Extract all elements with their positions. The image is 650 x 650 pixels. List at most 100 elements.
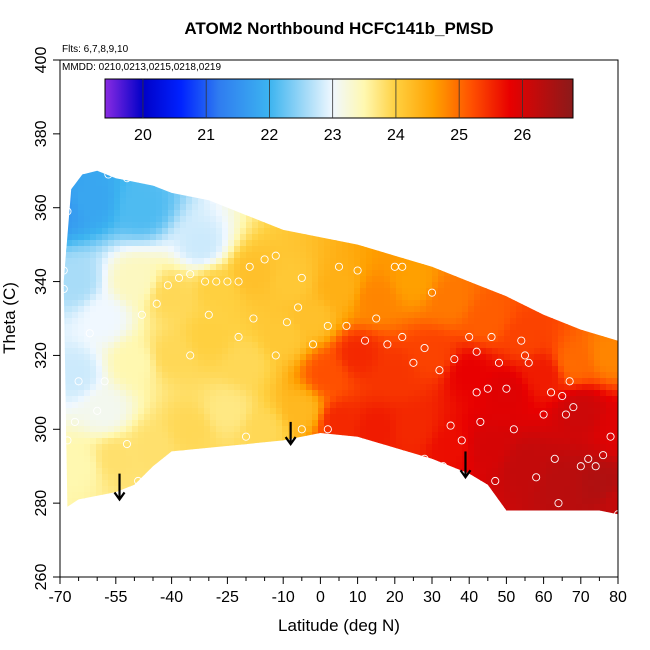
field-cell <box>216 360 223 367</box>
field-cell <box>288 144 295 151</box>
field-cell <box>240 170 247 175</box>
field-cell <box>348 222 355 229</box>
field-cell <box>354 474 361 481</box>
field-cell <box>78 246 85 253</box>
field-cell <box>342 546 349 553</box>
field-cell <box>348 312 355 319</box>
field-cell <box>138 462 145 469</box>
field-cell <box>78 510 85 515</box>
field-cell <box>138 348 145 355</box>
field-cell <box>90 474 97 481</box>
field-cell <box>126 144 133 151</box>
field-cell <box>114 228 121 235</box>
field-cell <box>114 324 121 331</box>
field-cell <box>402 240 409 247</box>
field-cell <box>126 294 133 301</box>
field-cell <box>294 570 301 577</box>
field-cell <box>162 570 169 577</box>
field-cell <box>78 300 85 307</box>
field-cell <box>63 330 67 337</box>
field-cell <box>324 318 331 325</box>
field-cell <box>402 66 409 73</box>
field-cell <box>294 552 301 559</box>
field-cell <box>384 240 391 247</box>
field-cell <box>288 162 295 169</box>
field-cell <box>378 186 385 193</box>
field-cell <box>162 336 169 343</box>
field-cell <box>390 294 397 301</box>
field-cell <box>264 354 271 361</box>
field-cell <box>270 552 277 559</box>
field-cell <box>210 438 217 445</box>
field-cell <box>132 270 139 277</box>
field-cell <box>360 486 367 493</box>
field-cell <box>312 258 319 265</box>
field-cell <box>66 564 73 571</box>
field-cell <box>120 330 127 337</box>
field-cell <box>108 162 115 169</box>
field-cell <box>96 270 103 277</box>
field-cell <box>63 486 67 493</box>
field-cell <box>72 432 79 439</box>
field-cell <box>324 366 331 373</box>
field-cell <box>390 300 397 307</box>
field-cell <box>306 120 313 127</box>
field-cell <box>258 432 265 439</box>
field-cell <box>294 306 301 313</box>
field-cell <box>72 480 79 487</box>
field-cell <box>258 276 265 283</box>
field-cell <box>240 504 247 511</box>
field-cell <box>72 558 79 565</box>
field-cell <box>96 480 103 487</box>
field-cell <box>63 444 67 451</box>
field-cell <box>108 414 115 421</box>
field-cell <box>378 336 385 343</box>
field-cell <box>180 204 187 211</box>
field-cell <box>222 558 229 565</box>
field-cell <box>132 210 139 217</box>
field-cell <box>342 138 349 145</box>
field-cell <box>270 390 277 397</box>
field-cell <box>336 408 343 415</box>
field-cell <box>72 510 79 515</box>
field-cell <box>72 144 79 151</box>
field-cell <box>270 192 277 199</box>
field-cell <box>360 210 367 217</box>
field-cell <box>180 360 187 367</box>
field-cell <box>360 330 367 337</box>
field-cell <box>306 228 313 235</box>
field-cell <box>126 170 133 175</box>
field-cell <box>108 426 115 433</box>
field-cell <box>210 216 217 223</box>
field-cell <box>366 486 373 493</box>
field-cell <box>312 432 319 439</box>
field-cell <box>96 558 103 565</box>
field-cell <box>222 468 229 475</box>
field-cell <box>102 186 109 193</box>
field-cell <box>108 432 115 439</box>
field-cell <box>114 504 121 511</box>
field-cell <box>282 156 289 163</box>
field-cell <box>90 372 97 379</box>
field-cell <box>138 258 145 265</box>
field-cell <box>186 372 193 379</box>
field-cell <box>162 504 169 511</box>
field-cell <box>150 170 157 175</box>
field-cell <box>306 420 313 427</box>
field-cell <box>318 390 325 397</box>
field-cell <box>240 552 247 559</box>
field-cell <box>258 234 265 241</box>
field-cell <box>258 306 265 313</box>
field-cell <box>234 474 241 481</box>
field-cell <box>216 408 223 415</box>
field-cell <box>342 306 349 313</box>
field-cell <box>300 552 307 559</box>
field-cell <box>312 414 319 421</box>
field-cell <box>234 150 241 157</box>
field-cell <box>402 264 409 271</box>
field-cell <box>312 558 319 565</box>
field-cell <box>366 498 373 505</box>
field-cell <box>378 528 385 535</box>
field-cell <box>120 170 127 175</box>
field-cell <box>72 474 79 481</box>
